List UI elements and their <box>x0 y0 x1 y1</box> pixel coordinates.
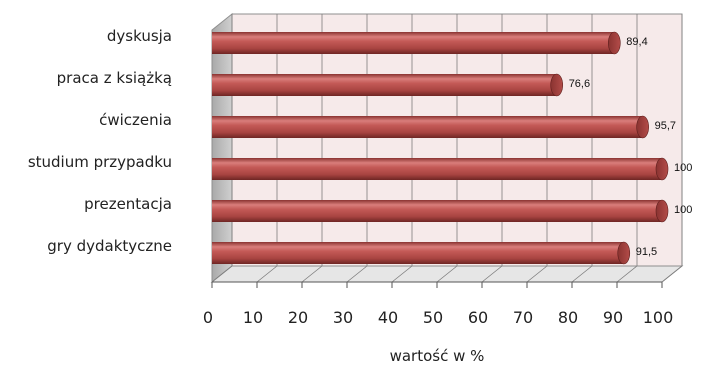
value-label: 100 <box>674 162 692 174</box>
bar-body <box>212 200 662 222</box>
floor-gridline <box>661 265 683 283</box>
bar-body <box>212 116 643 138</box>
category-label: studium przypadku <box>28 153 172 171</box>
value-label: 95,7 <box>655 120 676 132</box>
x-tick-label: 80 <box>558 308 578 327</box>
bar-series <box>212 31 669 265</box>
category-label: gry dydaktyczne <box>47 237 172 255</box>
bar-end-cap <box>655 157 669 181</box>
category-label: praca z książką <box>57 69 172 87</box>
value-label: 89,4 <box>626 36 647 48</box>
gridlines <box>211 14 683 288</box>
bar-end-cap <box>607 31 621 55</box>
bar <box>212 115 649 139</box>
bar-end-cap <box>636 115 649 139</box>
x-tick-label: 30 <box>333 308 353 327</box>
bar-body <box>212 158 662 180</box>
x-tick-label: 20 <box>288 308 308 327</box>
category-label: dyskusja <box>107 27 172 45</box>
bar <box>212 73 564 97</box>
chart-background <box>210 12 684 284</box>
category-label: prezentacja <box>84 195 172 213</box>
floor-gridline <box>436 265 458 283</box>
value-label: 100 <box>674 204 692 216</box>
floor-gridline <box>346 265 368 283</box>
side-wall <box>211 12 233 284</box>
x-tick-label: 90 <box>603 308 623 327</box>
bar-end-cap <box>617 241 631 265</box>
bar <box>212 199 669 223</box>
x-tick-label: 10 <box>243 308 263 327</box>
x-axis-title: wartość w % <box>390 347 485 365</box>
bar-end-cap <box>655 199 669 223</box>
value-label: 91,5 <box>636 246 657 258</box>
value-labels: 89,4 76,6 95,7 100 100 91,5 <box>569 36 693 258</box>
x-tick-label: 50 <box>423 308 443 327</box>
bar <box>212 31 621 55</box>
bar-end-cap <box>550 73 564 97</box>
value-label: 76,6 <box>569 78 590 90</box>
x-tick-label: 0 <box>203 308 213 327</box>
floor-gridline <box>616 265 638 283</box>
bar-body <box>212 32 615 54</box>
x-tick-labels: 0 10 20 30 40 50 60 70 80 90 100 <box>203 308 673 327</box>
bar-body <box>212 74 557 96</box>
floor-gridline <box>391 265 413 283</box>
floor-gridline <box>256 265 278 283</box>
x-tick-label: 40 <box>378 308 398 327</box>
floor-gridline <box>526 265 548 283</box>
x-tick-label: 100 <box>643 308 674 327</box>
category-label: ćwiczenia <box>99 111 172 129</box>
floor-gridline <box>301 265 323 283</box>
floor-gridline <box>481 265 503 283</box>
floor-gridline <box>571 265 593 283</box>
floor-gridline <box>211 265 233 283</box>
x-tick-label: 60 <box>468 308 488 327</box>
bar <box>212 157 669 181</box>
x-tick-label: 70 <box>513 308 533 327</box>
category-labels: dyskusja praca z książką ćwiczenia studium … <box>28 27 172 255</box>
bar-body <box>212 242 624 264</box>
bar <box>212 241 631 265</box>
